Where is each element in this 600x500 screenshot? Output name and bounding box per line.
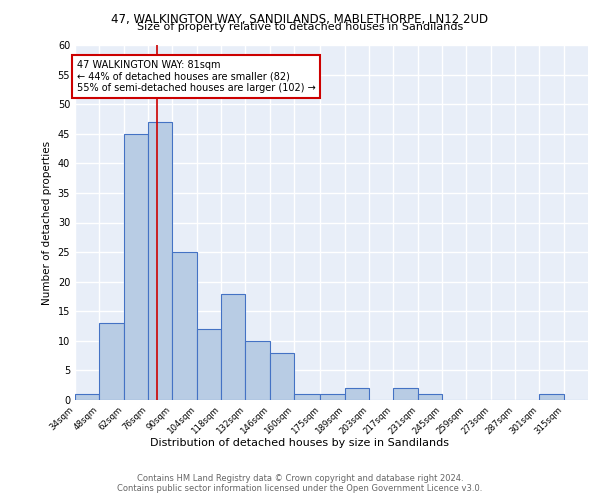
Bar: [75, 394, 100, 400]
Bar: [221, 294, 245, 400]
Bar: [418, 394, 442, 400]
Bar: [148, 122, 172, 400]
Text: Size of property relative to detached houses in Sandilands: Size of property relative to detached ho…: [137, 22, 463, 32]
Text: Contains public sector information licensed under the Open Government Licence v3: Contains public sector information licen…: [118, 484, 482, 493]
Bar: [197, 329, 221, 400]
Text: Distribution of detached houses by size in Sandilands: Distribution of detached houses by size …: [151, 438, 449, 448]
Text: Contains HM Land Registry data © Crown copyright and database right 2024.: Contains HM Land Registry data © Crown c…: [137, 474, 463, 483]
Bar: [294, 394, 320, 400]
Bar: [539, 394, 563, 400]
Y-axis label: Number of detached properties: Number of detached properties: [42, 140, 52, 304]
Bar: [100, 323, 124, 400]
Text: 47, WALKINGTON WAY, SANDILANDS, MABLETHORPE, LN12 2UD: 47, WALKINGTON WAY, SANDILANDS, MABLETHO…: [112, 12, 488, 26]
Bar: [124, 134, 148, 400]
Bar: [172, 252, 197, 400]
Bar: [344, 388, 369, 400]
Bar: [245, 341, 270, 400]
Bar: [320, 394, 344, 400]
Text: 47 WALKINGTON WAY: 81sqm
← 44% of detached houses are smaller (82)
55% of semi-d: 47 WALKINGTON WAY: 81sqm ← 44% of detach…: [77, 60, 316, 93]
Bar: [270, 352, 294, 400]
Bar: [393, 388, 418, 400]
